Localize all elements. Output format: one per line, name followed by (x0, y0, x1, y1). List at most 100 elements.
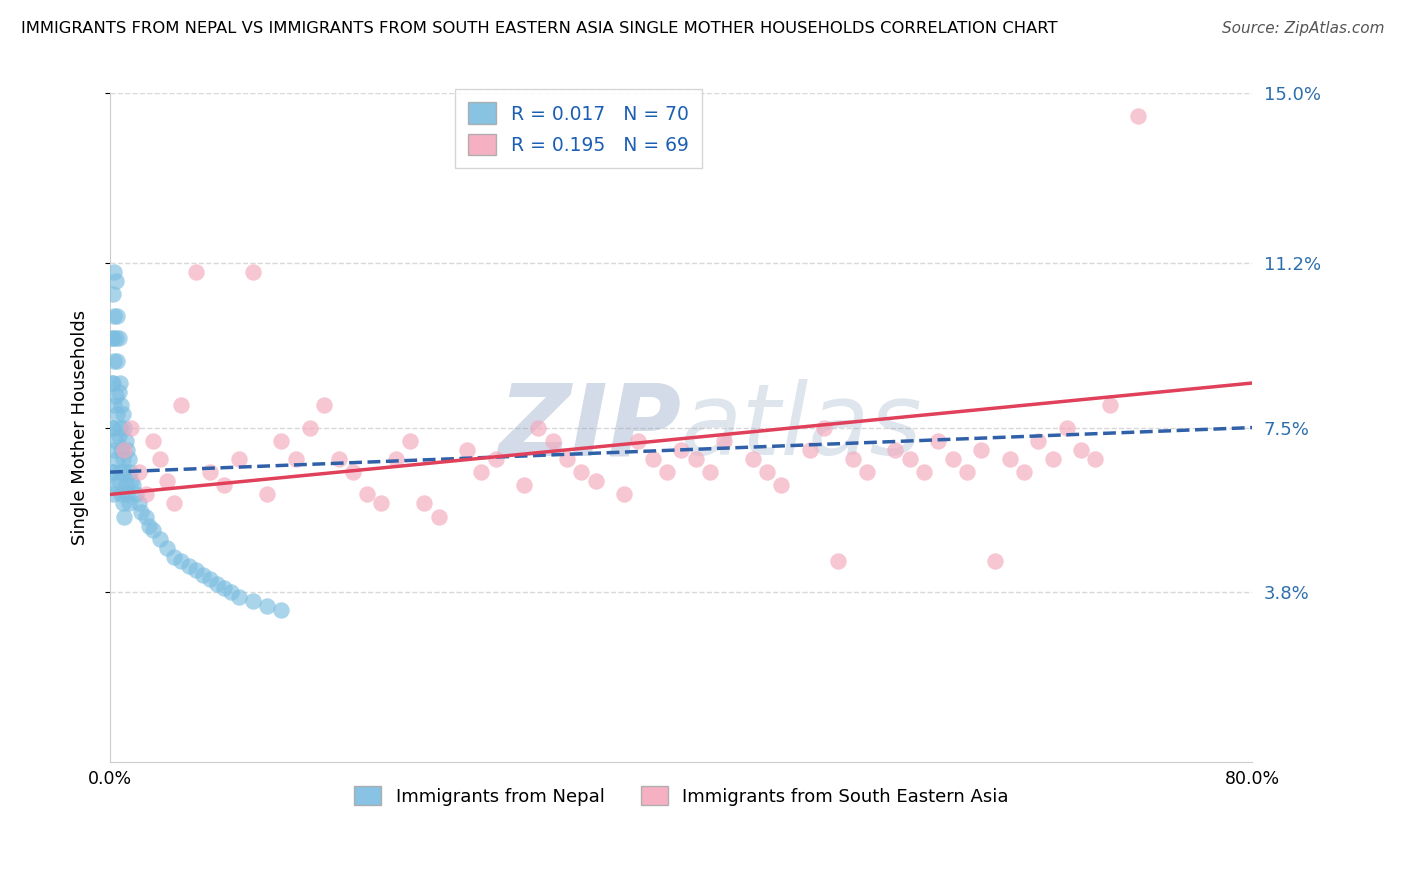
Point (413, 496, 436, 510)
Point (856, 465, 879, 479)
Point (115, 487, 138, 501)
Point (927, 434, 949, 448)
Point (101, 420, 124, 434)
Point (328, 451, 350, 466)
Point (105, 451, 128, 466)
Point (942, 451, 965, 466)
Point (585, 474, 607, 488)
Point (100, 376, 122, 390)
Point (370, 496, 392, 510)
Point (107, 331, 129, 345)
Point (898, 451, 921, 466)
Point (555, 451, 578, 466)
Point (613, 487, 636, 501)
Point (884, 442, 907, 457)
Point (1026, 434, 1049, 448)
Point (120, 465, 142, 479)
Point (298, 420, 321, 434)
Point (1098, 398, 1121, 412)
Point (142, 523, 165, 537)
Point (101, 286, 124, 301)
Point (1012, 465, 1035, 479)
Point (242, 594, 264, 608)
Point (110, 487, 132, 501)
Point (485, 451, 508, 466)
Point (112, 509, 135, 524)
Point (104, 273, 127, 287)
Point (105, 407, 128, 421)
Point (128, 496, 150, 510)
Point (655, 465, 678, 479)
Point (101, 331, 124, 345)
Point (112, 465, 135, 479)
Point (569, 465, 592, 479)
Point (156, 474, 179, 488)
Point (142, 434, 165, 448)
Point (128, 465, 150, 479)
Point (111, 496, 134, 510)
Point (813, 420, 835, 434)
Point (105, 353, 128, 368)
Point (841, 451, 863, 466)
Point (770, 478, 793, 492)
Point (100, 420, 122, 434)
Point (713, 434, 735, 448)
Point (998, 451, 1021, 466)
Point (100, 331, 122, 345)
Point (1084, 451, 1107, 466)
Point (107, 429, 129, 443)
Point (110, 442, 132, 457)
Point (108, 465, 131, 479)
Point (115, 442, 138, 457)
Point (101, 487, 124, 501)
Point (427, 509, 450, 524)
Point (149, 451, 172, 466)
Point (699, 465, 721, 479)
Point (163, 549, 186, 564)
Point (198, 572, 221, 586)
Point (198, 465, 221, 479)
Point (399, 434, 422, 448)
Point (170, 554, 193, 568)
Point (112, 420, 135, 434)
Point (104, 478, 127, 492)
Point (527, 420, 550, 434)
Point (741, 451, 763, 466)
Point (956, 465, 979, 479)
Point (107, 384, 129, 399)
Point (214, 478, 236, 492)
Point (799, 442, 821, 457)
Point (184, 563, 207, 577)
Point (112, 442, 135, 457)
Point (242, 264, 264, 278)
Y-axis label: Single Mother Households: Single Mother Households (72, 310, 89, 545)
Point (135, 487, 157, 501)
Point (135, 509, 157, 524)
Point (755, 465, 778, 479)
Point (104, 389, 127, 403)
Text: IMMIGRANTS FROM NEPAL VS IMMIGRANTS FROM SOUTH EASTERN ASIA SINGLE MOTHER HOUSEH: IMMIGRANTS FROM NEPAL VS IMMIGRANTS FROM… (21, 21, 1057, 36)
Point (685, 451, 707, 466)
Point (177, 558, 200, 573)
Point (121, 474, 143, 488)
Point (984, 554, 1007, 568)
Point (125, 487, 148, 501)
Point (105, 309, 128, 323)
Point (256, 599, 278, 613)
Point (205, 576, 228, 591)
Point (117, 496, 139, 510)
Point (149, 532, 172, 546)
Point (470, 465, 492, 479)
Point (163, 496, 186, 510)
Point (513, 478, 536, 492)
Point (117, 451, 139, 466)
Point (114, 434, 136, 448)
Point (228, 451, 250, 466)
Point (270, 603, 292, 617)
Point (641, 451, 664, 466)
Point (101, 376, 124, 390)
Point (342, 465, 364, 479)
Point (156, 541, 179, 555)
Point (191, 567, 214, 582)
Text: atlas: atlas (682, 379, 922, 476)
